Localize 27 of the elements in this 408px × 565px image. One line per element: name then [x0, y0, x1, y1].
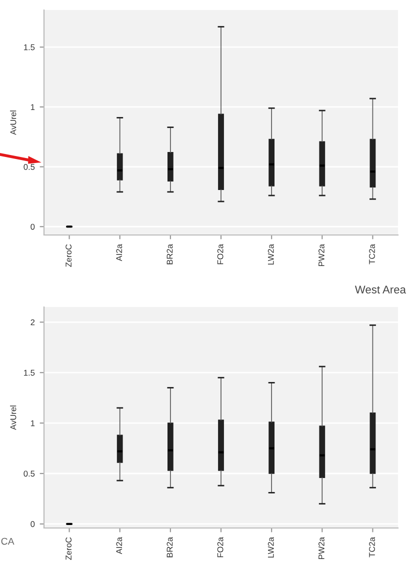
- x-tick-label: FO2a: [217, 244, 224, 264]
- text: CA: [1, 538, 14, 545]
- y-axis-title: AvUrel: [10, 406, 16, 430]
- chart-title: West Area: [354, 286, 406, 294]
- x-tick-label: BR2a: [166, 537, 173, 558]
- y-tick-label: 0: [30, 521, 35, 528]
- x-tick-label: PW2a: [318, 244, 324, 266]
- y-tick-label: 1: [30, 104, 35, 110]
- y-tick-label: 0.5: [24, 164, 35, 170]
- x-tick-label: PW2a: [318, 537, 324, 560]
- y-tick-label: 1.5: [24, 370, 35, 376]
- y-tick-label: 0.5: [24, 470, 35, 477]
- x-tick-label: FO2a: [217, 537, 224, 558]
- x-tick-label: TC2a: [369, 537, 375, 558]
- y-tick-label: 2: [30, 319, 35, 326]
- y-tick-label: 1.5: [24, 44, 35, 50]
- x-tick-label: ZeroC: [66, 537, 72, 560]
- x-tick-label: BR2a: [166, 244, 173, 264]
- x-tick-label: LW2a: [268, 244, 274, 264]
- x-tick-label: ZeroC: [66, 244, 72, 267]
- x-tick-label: TC2a: [369, 244, 375, 264]
- y-tick-label: 0: [30, 224, 35, 230]
- y-axis-title: AvUrel: [10, 110, 16, 135]
- x-tick-label: AI2a: [116, 537, 122, 554]
- y-tick-label: 1: [30, 420, 35, 426]
- x-tick-label: LW2a: [268, 537, 274, 558]
- x-tick-label: AI2a: [116, 244, 122, 262]
